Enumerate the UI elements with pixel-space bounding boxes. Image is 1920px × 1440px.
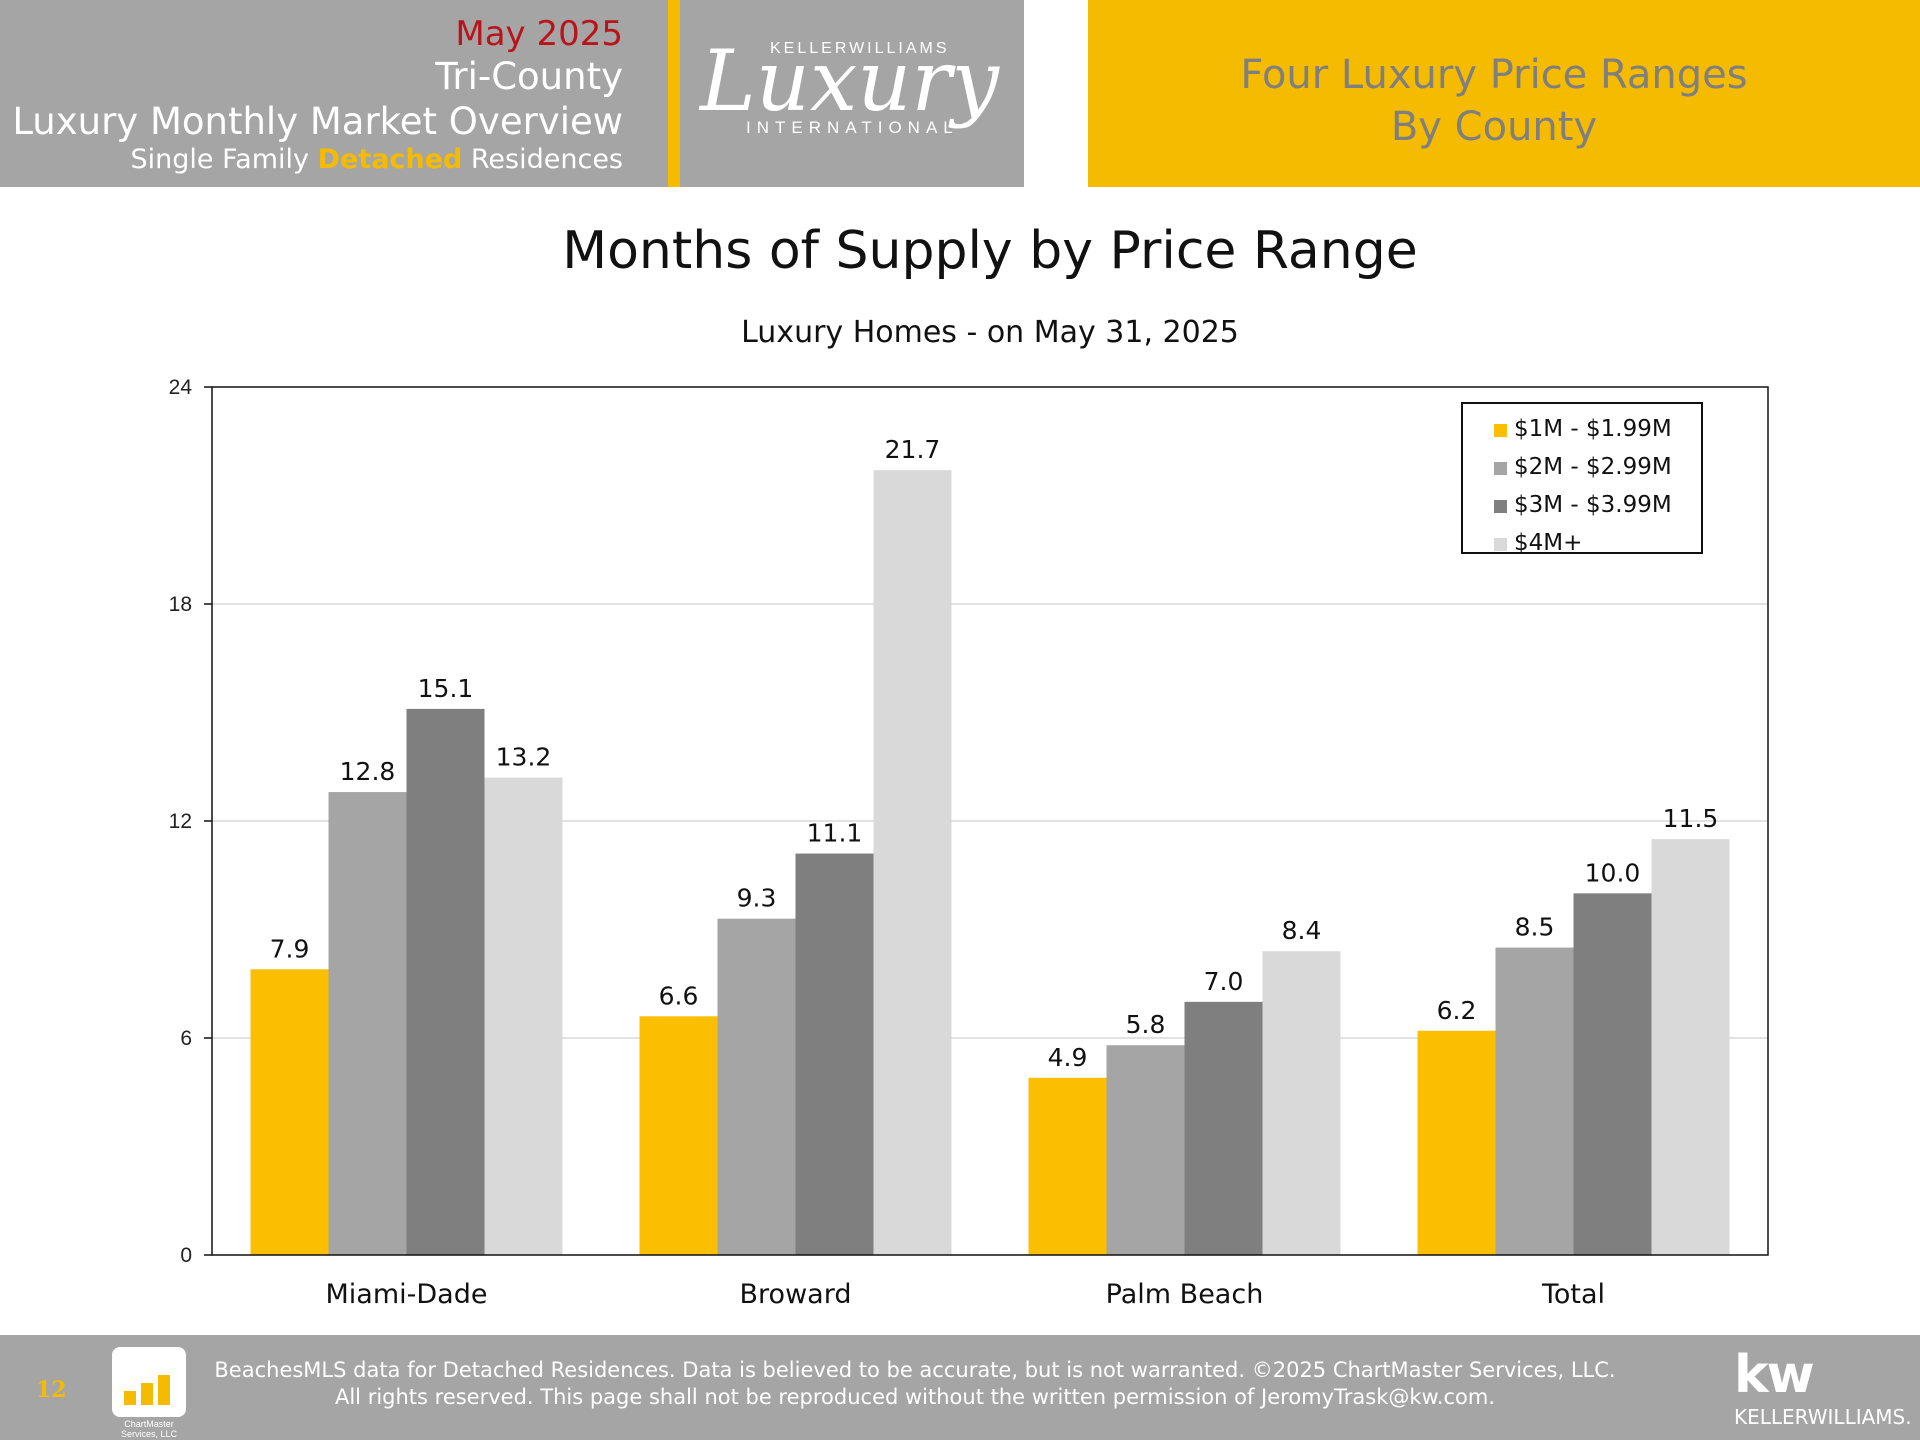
data-labels: 7.9 12.8 15.1 13.2 6.6 9.3 11.1 21.7 4.9 5.8 7.0 8.… [270,435,1719,1072]
bar [484,777,563,1255]
kw-logo-name: KELLERWILLIAMS. [1734,1405,1912,1429]
header-banner: Four Luxury Price Ranges By County [1088,0,1920,187]
data-label: 13.2 [496,743,552,772]
data-label: 7.0 [1204,967,1244,996]
subtitle-suffix: Residences [462,144,623,175]
bar [328,792,407,1255]
data-label: 8.5 [1515,913,1555,942]
report-month: May 2025 [455,14,623,54]
report-region: Tri-County [435,55,623,98]
logo-subtext: INTERNATIONAL [746,118,959,137]
luxury-international-logo: KELLERWILLIAMS Luxury INTERNATIONAL [680,0,1024,187]
chart-legend: $1M - $1.99M $2M - $2.99M $3M - $3.99M $4M+ [1461,402,1703,556]
data-label: 5.8 [1126,1010,1166,1039]
bar [1028,1077,1107,1255]
category-label: Miami-Dade [326,1279,488,1310]
data-label: 21.7 [885,435,941,464]
data-label: 9.3 [737,884,777,913]
category-label: Broward [740,1279,852,1310]
logo-script-text: Luxury [700,32,999,130]
bar [250,969,329,1255]
x-axis-categories: Miami-Dade Broward Palm Beach Total [326,1279,1606,1310]
y-tick-label: 0 [180,1244,192,1267]
data-label: 7.9 [270,934,310,963]
logo-brand-text: KELLERWILLIAMS [770,40,950,57]
page-number: 12 [36,1377,67,1403]
data-label: 12.8 [340,757,396,786]
header-title-panel: May 2025 Tri-County Luxury Monthly Marke… [0,0,668,187]
category-label: Total [1541,1279,1605,1310]
footer-disclaimer-line-2: All rights reserved. This page shall not… [334,1385,1496,1409]
y-tick-label: 12 [169,810,192,833]
kw-logo-icon: kw [1734,1345,1815,1405]
data-label: 11.5 [1663,804,1719,833]
legend-swatch [1494,424,1507,437]
bar [873,470,952,1255]
chart-title: Months of Supply by Price Range [562,221,1418,281]
data-label: 15.1 [418,674,474,703]
category-label: Palm Beach [1106,1279,1264,1310]
data-label: 6.2 [1437,996,1477,1025]
bar [1651,839,1730,1255]
subtitle-highlight: Detached [317,144,463,175]
bar [1495,947,1574,1255]
chartmaster-logo-text: ChartMaster Services, LLC [120,1419,178,1439]
legend-swatch [1494,500,1507,513]
y-tick-label: 24 [169,376,193,399]
header-divider-stripe [668,0,680,187]
y-axis-ticks: 0 6 12 18 24 [169,376,212,1267]
banner-line-2: By County [1390,104,1598,150]
legend-label: $2M - $2.99M [1514,454,1672,480]
bar [406,708,485,1255]
banner-line-1: Four Luxury Price Ranges [1240,52,1748,98]
legend-label: $4M+ [1514,530,1582,556]
legend-swatch [1494,462,1507,475]
bar [1184,1001,1263,1255]
bars [250,470,1730,1255]
bar [717,918,796,1255]
data-label: 4.9 [1048,1043,1088,1072]
legend-swatch [1494,538,1507,551]
subtitle-prefix: Single Family [130,144,318,175]
footer-disclaimer-line-1: BeachesMLS data for Detached Residences.… [214,1358,1616,1382]
chartmaster-logo-icon [112,1347,186,1417]
months-of-supply-chart: Months of Supply by Price Range Luxury H… [169,221,1769,1310]
bar [639,1016,718,1255]
bar [1573,893,1652,1255]
y-tick-label: 6 [180,1027,192,1050]
report-subtitle: Single Family Detached Residences [131,144,623,175]
bar [795,853,874,1255]
bar [1417,1030,1496,1255]
data-label: 8.4 [1282,916,1322,945]
bar [1106,1045,1185,1255]
chart-subtitle: Luxury Homes - on May 31, 2025 [741,315,1239,350]
bar [1262,951,1341,1255]
y-tick-label: 18 [169,593,192,616]
footer: 12 ChartMaster Services, LLC BeachesMLS … [0,1335,1920,1440]
legend-label: $1M - $1.99M [1514,416,1672,442]
data-label: 6.6 [659,981,699,1010]
report-title: Luxury Monthly Market Overview [12,100,623,143]
legend-label: $3M - $3.99M [1514,492,1672,518]
data-label: 11.1 [807,819,863,848]
data-label: 10.0 [1585,858,1641,887]
